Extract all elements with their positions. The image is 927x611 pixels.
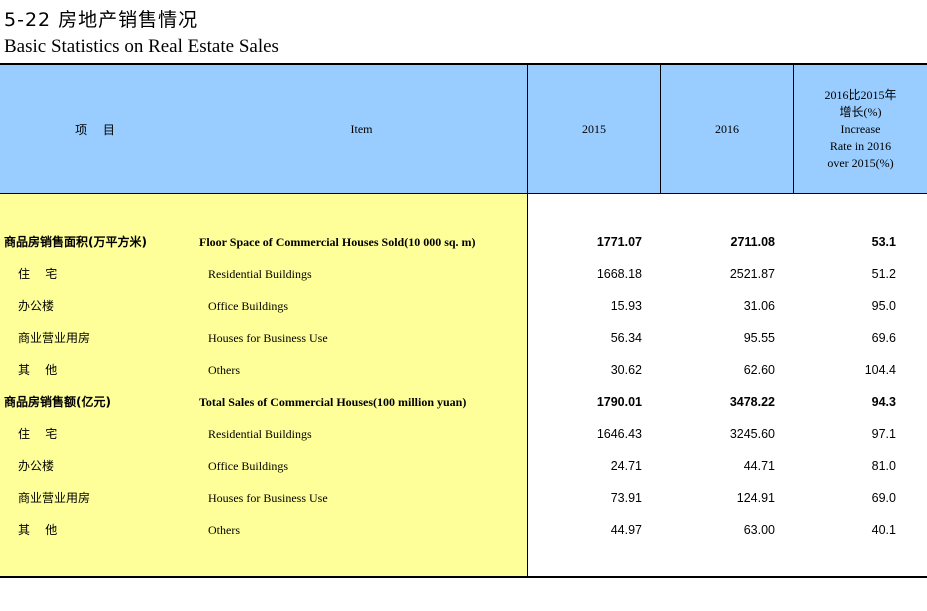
row-label-cn: 商业营业用房 [18,491,91,505]
column-divider [660,63,661,194]
header-year-2016: 2016 [715,121,739,136]
table-row: 商业营业用房 Houses for Business Use 73.91 124.91… [0,482,927,514]
value-increase-rate: 69.0 [871,491,896,505]
row-label-cn: 办公楼 [18,459,55,473]
header-increase-line: Rate in 2016 [829,138,892,153]
row-label-en: Residential Buildings [208,427,312,441]
table-title-en: Basic Statistics on Real Estate Sales [4,36,279,57]
value-increase-rate: 53.1 [871,235,896,249]
value-2016: 3478.22 [729,395,775,409]
table-row: 办公楼 Office Buildings 24.71 44.71 81.0 [0,450,927,482]
table-row: 其 他 Others 44.97 63.00 40.1 [0,514,927,546]
value-2016: 3245.60 [729,427,775,441]
table-header-background [0,63,927,194]
row-label-en: Office Buildings [208,459,289,473]
table-title-cn: 5-22 房地产销售情况 [4,9,199,31]
row-label-cn: 商品房销售额(亿元) [4,395,111,409]
value-increase-rate: 104.4 [864,363,896,377]
row-label-cn: 住 宅 [18,267,58,281]
header-increase-rate: 2016比2015年 增长(%) Increase Rate in 2016 o… [794,65,927,193]
value-2015: 56.34 [610,331,642,345]
row-label-cn: 住 宅 [18,427,58,441]
value-increase-rate: 95.0 [871,299,896,313]
table-row: 办公楼 Office Buildings 15.93 31.06 95.0 [0,290,927,322]
value-2016: 95.55 [743,331,775,345]
row-label-en: Houses for Business Use [208,331,328,345]
value-2015: 44.97 [610,523,642,537]
value-increase-rate: 81.0 [871,459,896,473]
value-2016: 63.00 [743,523,775,537]
row-label-en: Floor Space of Commercial Houses Sold(10… [199,235,476,249]
header-increase-line: 增长(%) [839,104,882,119]
value-2015: 30.62 [610,363,642,377]
row-label-cn: 其 他 [18,523,58,537]
value-increase-rate: 51.2 [871,267,896,281]
value-2016: 124.91 [736,491,775,505]
table-row: 商品房销售面积(万平方米) Floor Space of Commercial H… [0,226,927,258]
row-label-cn: 其 他 [18,363,58,377]
value-2015: 1646.43 [596,427,642,441]
value-2015: 73.91 [610,491,642,505]
value-2016: 62.60 [743,363,775,377]
row-label-en: Others [208,363,240,377]
value-2016: 44.71 [743,459,775,473]
header-increase-line: over 2015(%) [827,155,894,170]
value-2016: 31.06 [743,299,775,313]
value-increase-rate: 40.1 [871,523,896,537]
value-2015: 1771.07 [596,235,642,249]
row-label-en: Office Buildings [208,299,289,313]
header-year-2015: 2015 [582,121,606,136]
header-item-cn: 项 目 [75,122,121,137]
column-divider [527,63,528,578]
row-label-cn: 商品房销售面积(万平方米) [4,235,147,249]
value-increase-rate: 97.1 [871,427,896,441]
item-column-background [0,194,527,578]
header-increase-line: Increase [840,121,881,136]
table-row: 住 宅 Residential Buildings 1646.43 3245.60 97… [0,418,927,450]
table-row: 商品房销售额(亿元) Total Sales of Commercial Hous… [0,386,927,418]
value-2016: 2521.87 [729,267,775,281]
value-2015: 15.93 [610,299,642,313]
header-increase-line: 2016比2015年 [824,87,897,102]
table-row: 商业营业用房 Houses for Business Use 56.34 95.55 6… [0,322,927,354]
table-row: 住 宅 Residential Buildings 1668.18 2521.87 51… [0,258,927,290]
table-row: 其 他 Others 30.62 62.60 104.4 [0,354,927,386]
header-item-en: Item [350,121,373,136]
column-divider [793,63,794,194]
row-label-cn: 办公楼 [18,299,55,313]
row-label-en: Total Sales of Commercial Houses(100 mil… [199,395,467,409]
table-bottom-rule [0,576,927,578]
value-2015: 24.71 [610,459,642,473]
row-label-en: Residential Buildings [208,267,312,281]
statistics-table: 项 目 Item 2015 2016 2016比2015年 增长(%) Incr… [0,63,927,578]
row-label-en: Others [208,523,240,537]
value-increase-rate: 94.3 [871,395,896,409]
value-increase-rate: 69.6 [871,331,896,345]
value-2016: 2711.08 [730,235,776,249]
value-2015: 1790.01 [596,395,642,409]
row-label-cn: 商业营业用房 [18,331,91,345]
value-2015: 1668.18 [596,267,642,281]
row-label-en: Houses for Business Use [208,491,328,505]
